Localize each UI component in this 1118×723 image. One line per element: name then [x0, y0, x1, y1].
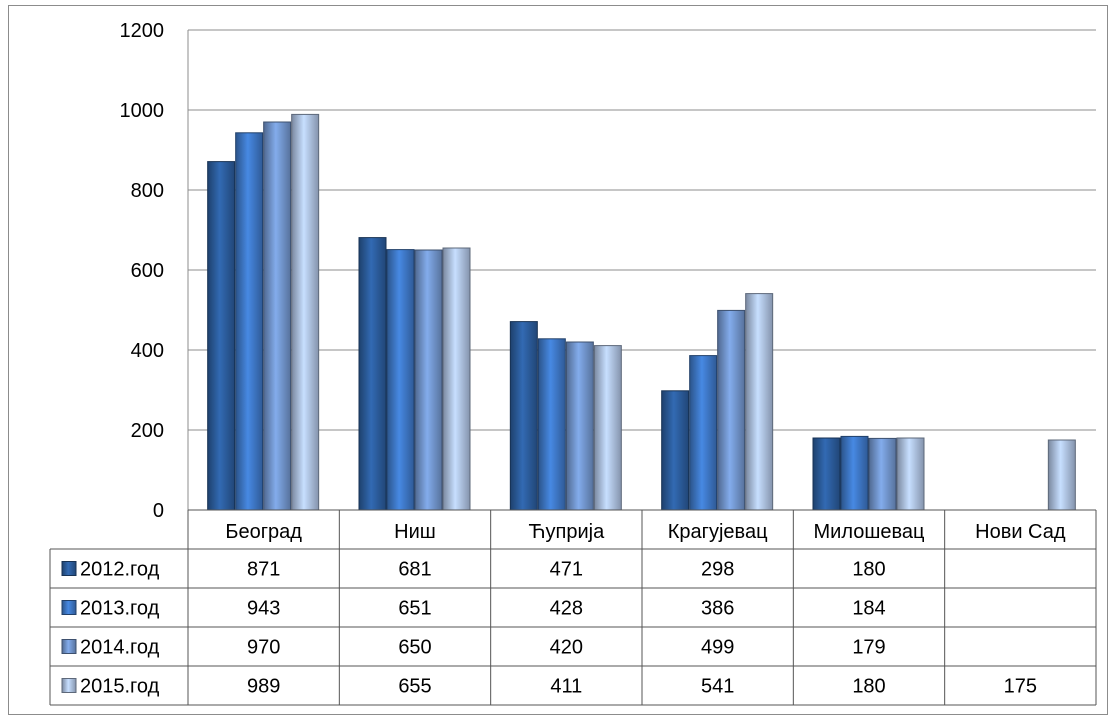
table-value: 871 [247, 559, 280, 581]
bar [689, 355, 718, 511]
bar [1047, 439, 1076, 511]
table-value: 411 [550, 676, 582, 698]
table-value: 420 [550, 637, 583, 659]
legend-key [61, 561, 77, 576]
y-tick-label: 1200 [120, 20, 165, 42]
bar [593, 345, 622, 511]
category-label: Крагујевац [668, 521, 768, 543]
table-value: 655 [398, 676, 431, 698]
table-value: 499 [701, 637, 734, 659]
bar [414, 249, 443, 511]
bar [358, 237, 387, 511]
y-tick-label: 800 [131, 180, 164, 202]
table-value: 428 [550, 598, 583, 620]
table-value: 180 [852, 559, 885, 581]
bar [386, 249, 415, 511]
table-value: 298 [701, 559, 734, 581]
bar [509, 321, 538, 511]
table-value: 184 [852, 598, 885, 620]
bar [565, 341, 594, 511]
table-value: 179 [852, 637, 885, 659]
bar [868, 437, 897, 511]
bar [896, 437, 925, 511]
table-value: 681 [398, 559, 431, 581]
legend-key [61, 639, 77, 654]
legend-key [61, 600, 77, 615]
category-label: Ниш [394, 521, 436, 543]
bar [717, 309, 746, 511]
bar [291, 113, 320, 511]
legend-label: 2014.год [80, 637, 160, 659]
bar [745, 293, 774, 511]
table-value: 386 [701, 598, 734, 620]
bar [661, 390, 690, 511]
bar [442, 247, 471, 511]
y-tick-label: 200 [131, 420, 164, 442]
category-label: Нови Сад [975, 521, 1066, 543]
table-value: 651 [398, 598, 431, 620]
bar [263, 121, 292, 511]
category-label: Милошевац [814, 521, 925, 543]
y-tick-label: 0 [153, 500, 164, 522]
legend-label: 2013.год [80, 598, 160, 620]
table-value: 541 [701, 676, 734, 698]
table-value: 989 [247, 676, 280, 698]
legend-label: 2012.год [80, 559, 160, 581]
bar [207, 161, 236, 511]
category-label: Ћуприја [528, 521, 605, 543]
table-value: 650 [398, 637, 431, 659]
legend-label: 2015.год [80, 676, 160, 698]
table-value: 471 [550, 559, 583, 581]
bar [840, 435, 869, 511]
table-value: 180 [852, 676, 885, 698]
bar [235, 132, 264, 511]
y-tick-label: 600 [131, 260, 164, 282]
y-tick-label: 1000 [120, 100, 165, 122]
y-tick-label: 400 [131, 340, 164, 362]
category-label: Београд [225, 521, 302, 543]
table-value: 970 [247, 637, 280, 659]
table-value: 175 [1004, 676, 1037, 698]
table-value: 943 [247, 598, 280, 620]
legend-key [61, 678, 77, 693]
bar [537, 338, 566, 511]
bar [812, 437, 841, 511]
